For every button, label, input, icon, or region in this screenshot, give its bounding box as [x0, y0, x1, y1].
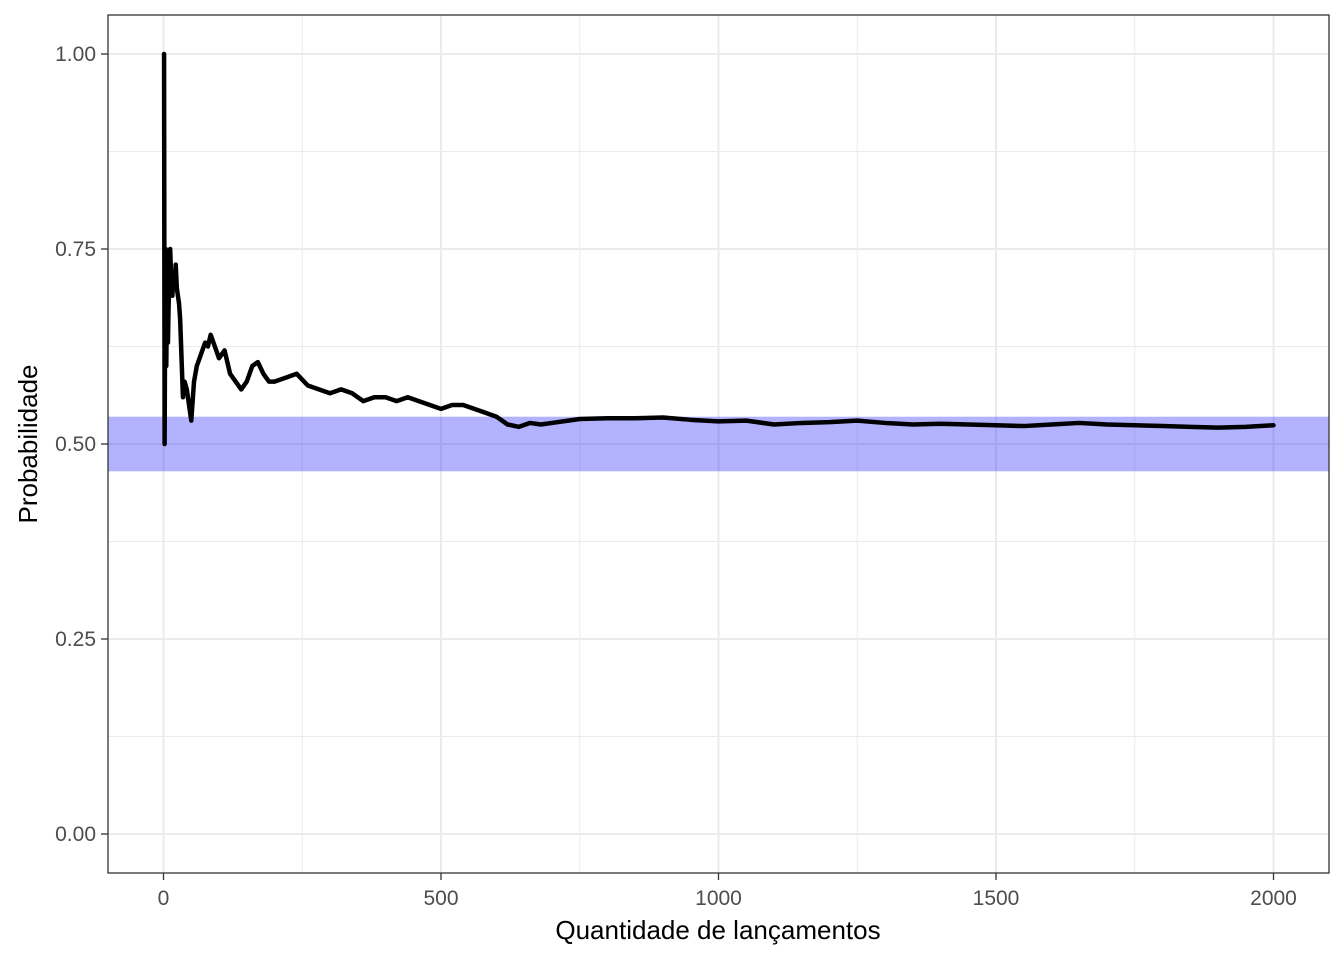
y-axis-title: Probabilidade: [13, 364, 43, 523]
x-tick-label: 500: [423, 887, 458, 910]
y-tick-label: 0.75: [55, 238, 96, 261]
x-tick-label: 1500: [973, 887, 1020, 910]
y-axis-ticks: 0.00 0.25 0.50 0.75 1.00: [55, 43, 108, 846]
x-tick-label: 2000: [1250, 887, 1297, 910]
x-axis-ticks: 0 500 1000 1500 2000: [158, 873, 1297, 910]
x-axis-title: Quantidade de lançamentos: [555, 915, 880, 945]
x-tick-label: 1000: [695, 887, 742, 910]
y-tick-label: 0.50: [55, 433, 96, 456]
y-tick-label: 0.00: [55, 823, 96, 846]
y-tick-label: 1.00: [55, 43, 96, 66]
probability-line: [161, 51, 1276, 447]
x-tick-label: 0: [158, 887, 170, 910]
y-tick-label: 0.25: [55, 628, 96, 651]
